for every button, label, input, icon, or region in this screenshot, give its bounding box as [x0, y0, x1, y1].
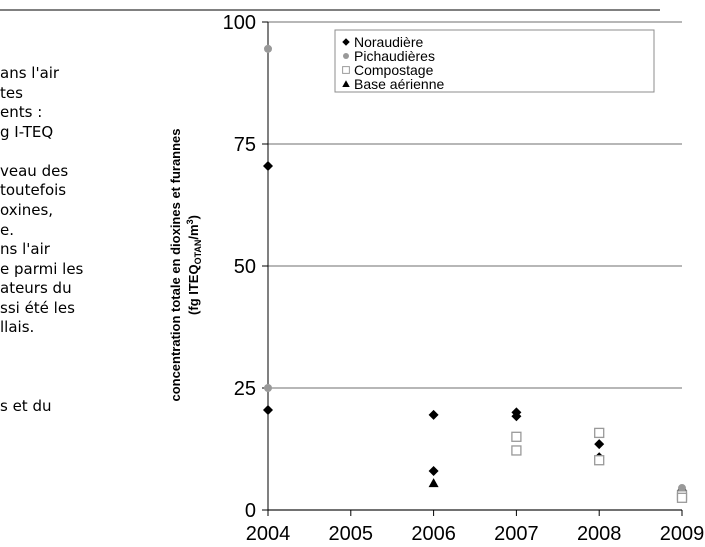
doc-line: llais.	[0, 318, 34, 336]
point	[511, 445, 522, 456]
point	[594, 427, 605, 439]
doc-line: e parmi les	[0, 260, 84, 278]
point	[678, 484, 686, 493]
y-axis-label: concentration totale en dioxines et fura…	[168, 128, 183, 401]
x-tick-label: 2006	[411, 523, 456, 545]
legend-marker	[343, 53, 349, 59]
doc-line: toutefois	[0, 181, 66, 199]
point	[264, 44, 272, 53]
doc-line: ssi été les	[0, 299, 75, 317]
y-label-sub: OTAN	[193, 240, 203, 265]
point	[428, 465, 439, 476]
doc-line: veau des	[0, 162, 68, 180]
legend-marker	[342, 66, 350, 74]
legend-label: Noraudière	[354, 34, 423, 50]
point	[594, 439, 605, 450]
doc-line: e.	[0, 221, 14, 239]
y-label-sup: 3	[185, 219, 195, 224]
doc-line: tes	[0, 84, 23, 102]
point	[594, 455, 605, 466]
x-tick-label: 2004	[246, 523, 291, 545]
point	[676, 492, 688, 503]
point	[264, 384, 272, 392]
y-axis-label: (fg ITEQOTAN/m3)	[185, 215, 203, 315]
point	[428, 478, 439, 488]
y-label-part: (fg ITEQ	[186, 264, 201, 315]
legend-label: Base aérienne	[354, 76, 445, 92]
legend-label: Pichaudières	[354, 48, 435, 64]
chart: concentration totale en dioxines et fura…	[168, 12, 704, 545]
y-tick-label: 0	[245, 500, 256, 522]
x-tick-label: 2009	[660, 523, 705, 545]
legend-label: Compostage	[354, 62, 434, 78]
y-label-part: /m	[186, 224, 201, 239]
x-tick-label: 2008	[577, 523, 622, 545]
doc-line: ns l'air	[0, 240, 51, 258]
doc-line: ents :	[0, 103, 42, 121]
legend-marker	[342, 80, 350, 87]
y-tick-label: 25	[234, 378, 256, 400]
y-tick-label: 100	[223, 12, 256, 34]
x-tick-label: 2007	[494, 523, 539, 545]
doc-line: g I-TEQ	[0, 123, 53, 141]
point	[428, 409, 439, 420]
point	[511, 431, 522, 442]
x-tick-label: 2005	[329, 523, 374, 545]
doc-line: oxines,	[0, 201, 53, 219]
doc-line: s et du	[0, 397, 52, 415]
y-tick-label: 50	[234, 256, 256, 278]
legend-marker	[342, 38, 350, 46]
y-label-part: )	[186, 215, 201, 219]
doc-line: ateurs du	[0, 279, 72, 297]
legend-box	[334, 29, 655, 93]
y-tick-label: 75	[234, 134, 256, 156]
point	[263, 404, 273, 415]
doc-line: ans l'air	[0, 64, 60, 82]
point	[263, 160, 273, 171]
point	[511, 411, 522, 422]
